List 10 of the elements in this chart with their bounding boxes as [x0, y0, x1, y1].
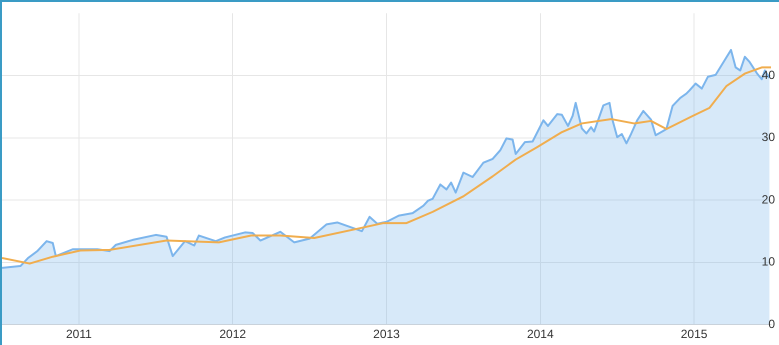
- y-tick-label: 0: [768, 316, 776, 331]
- y-tick-label: 10: [762, 254, 776, 269]
- y-tick-label: 20: [762, 192, 776, 206]
- x-tick-label: 2015: [680, 327, 708, 342]
- y-tick-label: 30: [762, 130, 776, 144]
- y-tick-label: 40: [762, 68, 776, 82]
- x-tick-label: 2011: [66, 327, 92, 342]
- x-tick-label: 2012: [219, 327, 246, 342]
- x-tick-label: 2014: [526, 327, 554, 342]
- x-tick-label: 2013: [373, 327, 400, 342]
